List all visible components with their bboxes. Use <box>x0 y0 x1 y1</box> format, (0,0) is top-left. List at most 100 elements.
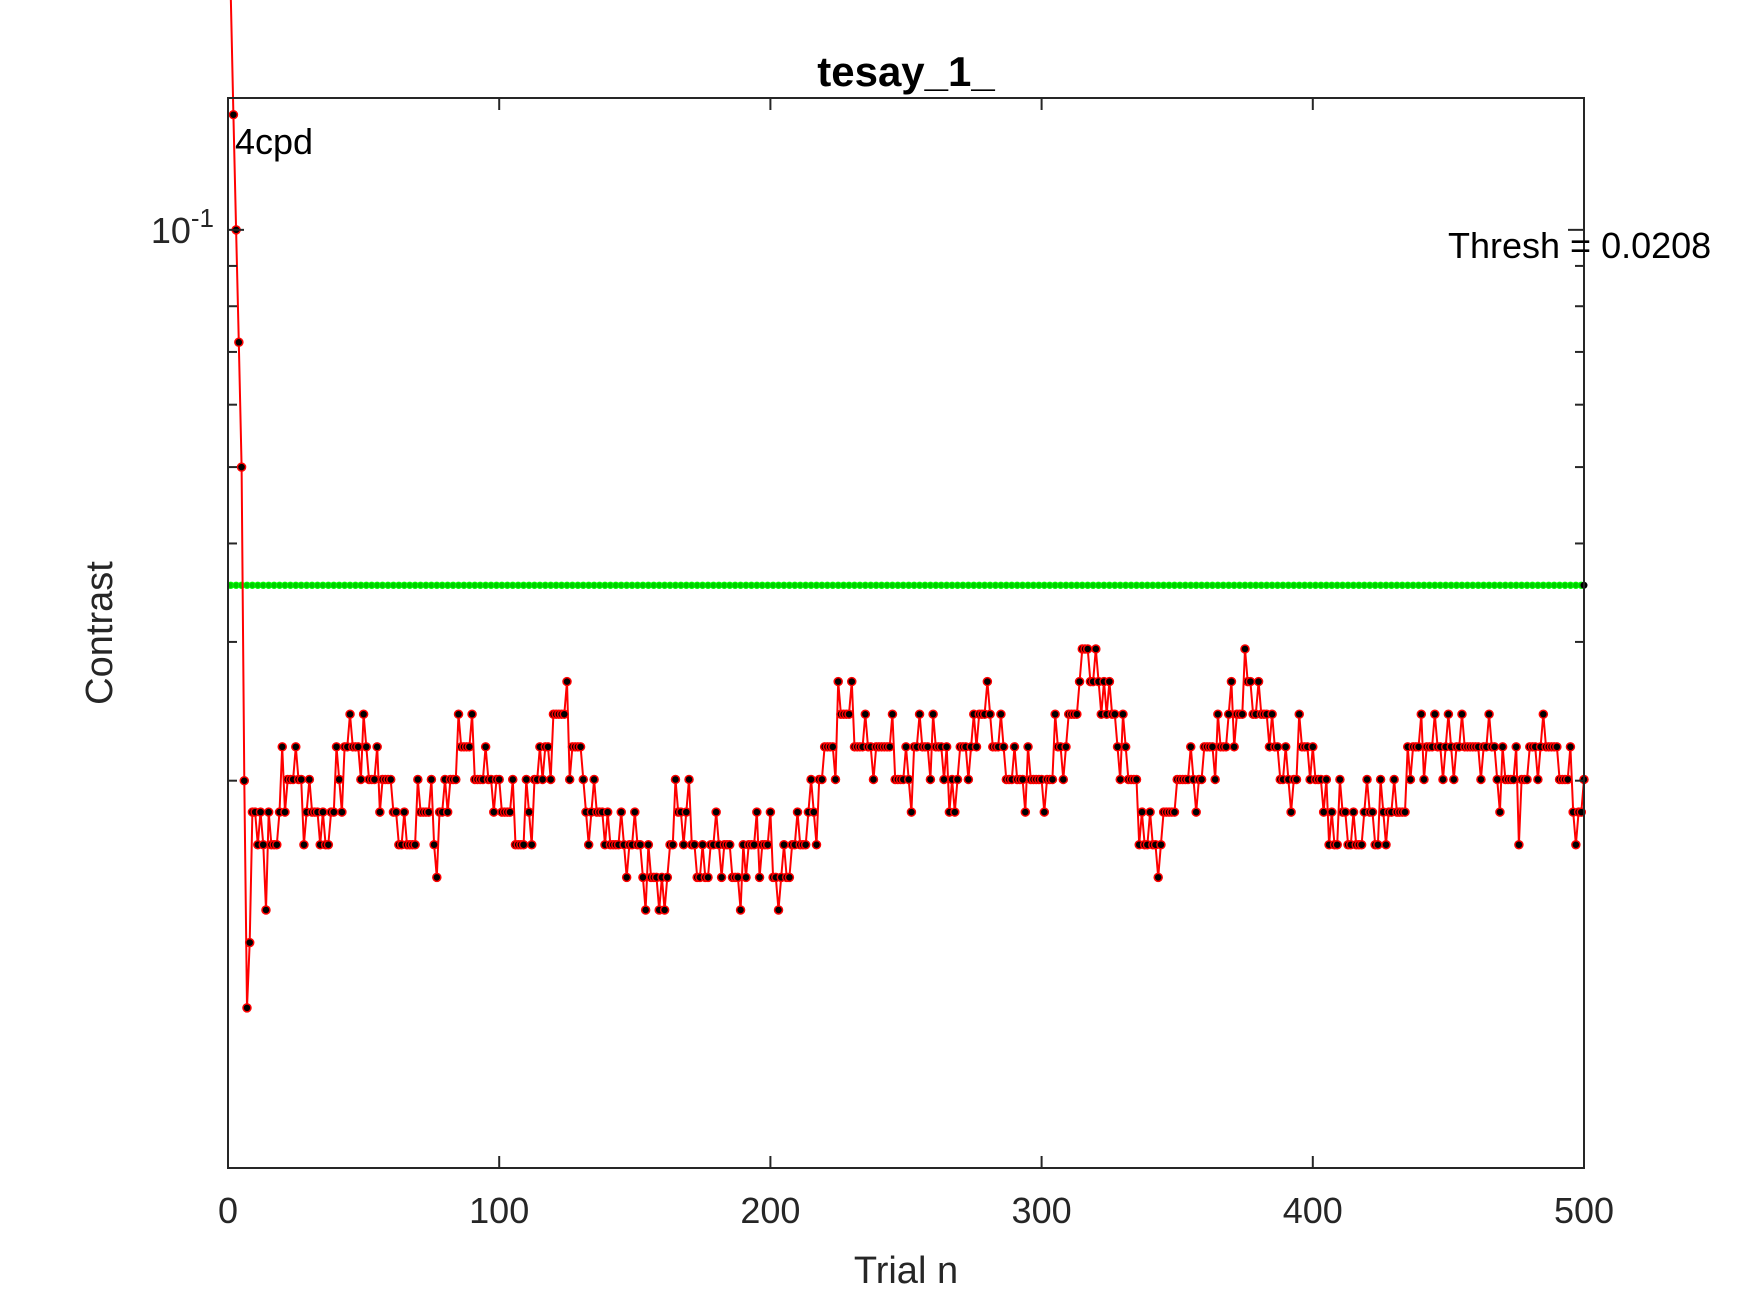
staircase-point <box>575 742 586 752</box>
staircase-point <box>318 807 328 817</box>
staircase-point <box>1186 742 1196 752</box>
staircase-point <box>1562 774 1573 785</box>
staircase-point <box>304 774 315 785</box>
staircase-point <box>998 742 1009 752</box>
staircase-point <box>464 742 475 752</box>
x-tick-label: 0 <box>218 1190 238 1231</box>
y-axis-ticks: 10-1 <box>151 203 1584 782</box>
staircase-point <box>258 839 269 850</box>
staircase-point <box>1495 807 1505 817</box>
x-tick-label: 400 <box>1283 1190 1343 1231</box>
staircase-point <box>564 774 575 785</box>
staircase-point <box>689 839 700 850</box>
staircase-point <box>1047 774 1058 785</box>
staircase-point <box>1286 807 1296 817</box>
staircase-point <box>1240 644 1250 654</box>
staircase-point <box>1153 872 1163 883</box>
staircase-point <box>1318 807 1329 817</box>
staircase-point <box>358 709 369 719</box>
staircase-point <box>442 807 453 817</box>
staircase-point <box>928 709 938 719</box>
staircase-point <box>296 774 306 785</box>
staircase-point <box>1207 742 1218 752</box>
staircase-point <box>1400 807 1410 817</box>
staircase-point <box>505 807 515 817</box>
staircase-point <box>1367 807 1378 817</box>
staircase-point <box>1416 709 1427 719</box>
staircase-point <box>244 937 255 948</box>
staircase-point <box>331 742 342 752</box>
corner-annotation: 4cpd <box>235 121 313 162</box>
staircase-point <box>817 774 827 785</box>
staircase-point <box>337 807 347 817</box>
staircase-point <box>1058 774 1069 785</box>
staircase-point <box>537 774 548 785</box>
staircase-point <box>480 742 491 752</box>
staircase-point <box>1430 709 1440 719</box>
staircase-point <box>467 709 477 719</box>
x-tick-label: 500 <box>1554 1190 1614 1231</box>
staircase-point <box>1267 709 1277 719</box>
staircase-point <box>234 337 244 348</box>
staircase-point <box>1484 709 1494 719</box>
staircase-point <box>1321 774 1332 785</box>
staircase-point <box>996 709 1006 719</box>
staircase-point <box>589 774 599 785</box>
axes-box <box>227 97 1585 1169</box>
staircase-point <box>724 839 735 850</box>
staircase-point <box>1210 774 1220 785</box>
staircase-point <box>1023 742 1033 752</box>
y-axis-label: Contrast <box>79 561 121 705</box>
staircase-point <box>901 742 911 752</box>
staircase-point <box>868 774 879 785</box>
staircase-point <box>1253 676 1264 687</box>
staircase-point <box>1565 742 1576 752</box>
staircase-point <box>1438 774 1448 785</box>
staircase-point <box>1082 644 1093 654</box>
staircase-point <box>1413 742 1424 752</box>
staircase-point <box>716 872 727 883</box>
staircase-point <box>1294 709 1304 719</box>
staircase-point <box>242 1003 252 1013</box>
staircase-point <box>638 872 648 883</box>
staircase-point <box>280 807 290 817</box>
staircase-point <box>811 839 822 850</box>
staircase-point <box>372 742 382 752</box>
staircase-point <box>950 807 960 817</box>
staircase-point <box>670 774 681 785</box>
staircase-point <box>784 872 795 883</box>
staircase-point <box>1291 774 1302 785</box>
staircase-point <box>1373 839 1383 850</box>
staircase-point <box>518 839 529 850</box>
staircase-point <box>939 774 949 785</box>
staircase-point <box>681 807 692 817</box>
staircase-point <box>277 742 287 752</box>
staircase-point <box>1362 774 1372 785</box>
staircase-point <box>971 742 982 752</box>
staircase-point <box>524 807 534 817</box>
staircase-point <box>635 839 645 850</box>
staircase-point <box>1308 742 1318 752</box>
staircase-point <box>329 807 339 817</box>
staircase-point <box>640 905 651 915</box>
staircase-point <box>1110 709 1120 719</box>
staircase-point <box>578 774 589 785</box>
threshold-layer <box>227 581 1588 589</box>
staircase-point <box>1091 644 1101 654</box>
staircase-point <box>1348 807 1359 817</box>
x-tick-label: 200 <box>740 1190 800 1231</box>
staircase-point <box>1497 742 1508 752</box>
staircase-point <box>765 807 776 817</box>
staircase-point <box>429 839 439 850</box>
staircase-point <box>616 807 626 817</box>
staircase-point <box>830 774 841 785</box>
staircase-point <box>1061 742 1071 752</box>
staircase-point <box>621 872 632 883</box>
staircase-point <box>353 742 363 752</box>
staircase-point <box>1115 774 1125 785</box>
staircase-point <box>1237 709 1248 719</box>
staircase-point <box>399 807 410 817</box>
staircase-point <box>1419 774 1429 785</box>
staircase-point <box>844 709 854 719</box>
staircase-point <box>1169 807 1180 817</box>
